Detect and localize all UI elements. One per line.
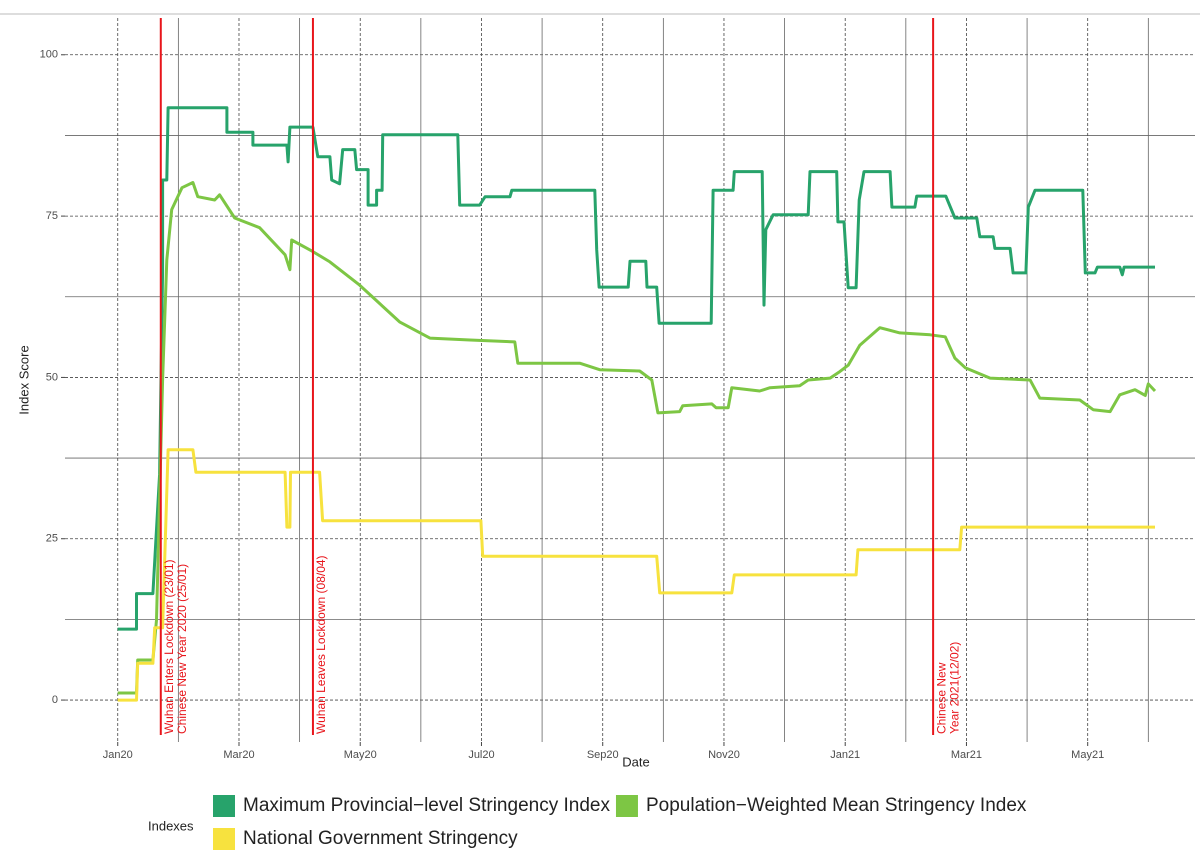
y-tick-label: 25	[46, 533, 58, 545]
legend-title: Indexes	[148, 818, 194, 833]
x-tick-label: Mar20	[223, 749, 254, 761]
legend-key	[213, 795, 235, 817]
x-tick-label: Nov20	[708, 749, 740, 761]
y-tick-label: 50	[46, 371, 58, 383]
annotation-text: Chinese New Year 2020 (25/01)	[175, 564, 189, 734]
legend-key	[615, 795, 638, 817]
y-axis-title: Index Score	[16, 345, 31, 414]
x-tick-label: May20	[344, 749, 377, 761]
y-tick-label: 75	[46, 210, 58, 222]
x-tick-label: Mar21	[951, 749, 982, 761]
y-tick-label: 100	[40, 49, 58, 61]
legend-label: National Government Stringency	[243, 828, 518, 849]
legend-label: Population−Weighted Mean Stringency Inde…	[646, 795, 1027, 816]
x-tick-label: Sep20	[587, 749, 619, 761]
series-line	[117, 181, 1157, 695]
plot	[117, 18, 1157, 735]
series-line	[117, 448, 1155, 702]
annotation-text: Wuhan Enters Lockdown (23/01)	[162, 559, 176, 734]
grid	[61, 18, 1195, 746]
annotation-text: Wuhan Leaves Lockdown (08/04)	[314, 555, 328, 734]
y-tick-label: 0	[52, 694, 58, 706]
series-line	[117, 106, 1155, 631]
annotation-text: Chinese New	[934, 662, 948, 734]
x-tick-label: Jul20	[468, 749, 494, 761]
annotation-text: Year 2021(12/02)	[947, 642, 961, 734]
legend-label: Maximum Provincial−level Stringency Inde…	[243, 795, 610, 816]
x-tick-label: Jan21	[830, 749, 860, 761]
x-tick-label: May21	[1071, 749, 1104, 761]
x-axis-title: Date	[622, 754, 649, 769]
x-tick-label: Jan20	[103, 749, 133, 761]
legend-key	[213, 828, 235, 850]
